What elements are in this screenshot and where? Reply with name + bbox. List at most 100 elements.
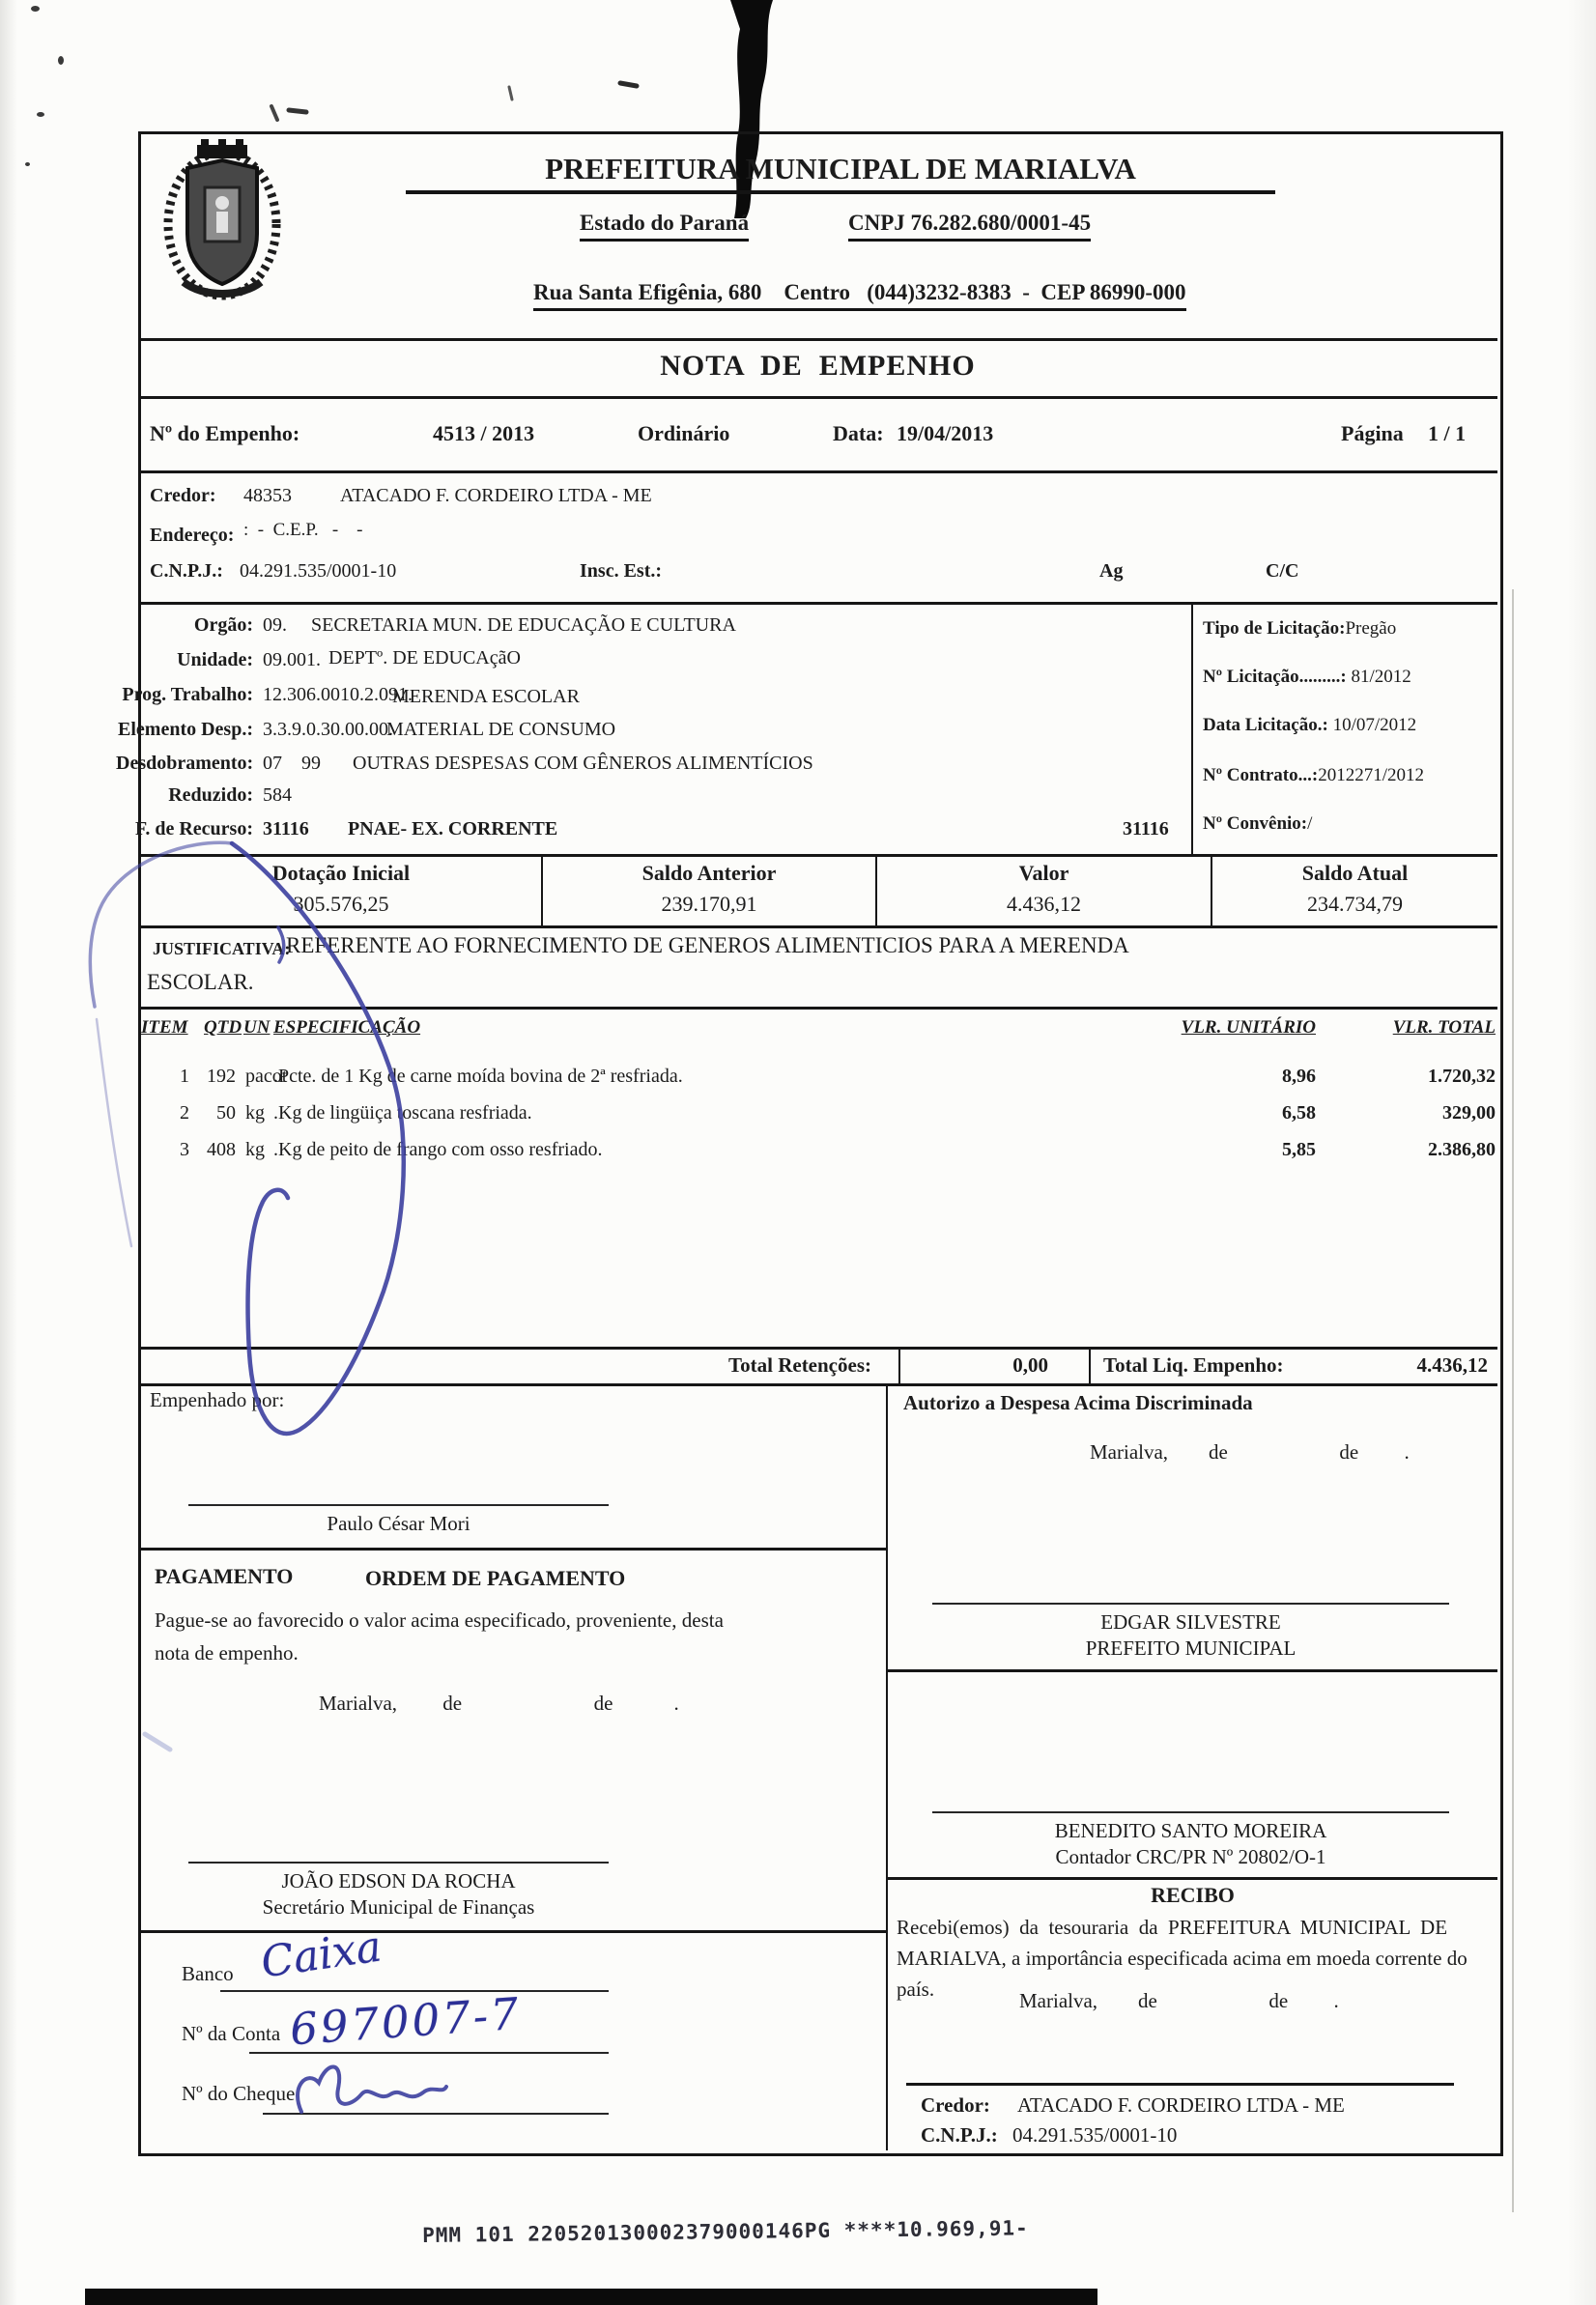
autorizo-title: Autorizo a Despesa Acima Discriminada xyxy=(903,1391,1253,1414)
endereco-label: Endereço: xyxy=(150,525,235,546)
dotacao-inicial-valor: 305.576,25 xyxy=(293,892,389,916)
prog-trabalho-code: 12.306.0010.2.091. xyxy=(263,684,413,705)
num-licitacao-label: Nº Licitação.........: xyxy=(1203,667,1347,687)
empenho-date-label: Data: xyxy=(833,421,884,445)
recibo-date-line: Marialva, de de . xyxy=(1019,1989,1339,2012)
divider xyxy=(138,1930,886,1933)
credor-name: ATACADO F. CORDEIRO LTDA - ME xyxy=(340,485,652,506)
divider xyxy=(906,2083,1454,2086)
signer4-role: Contador CRC/PR Nº 20802/O-1 xyxy=(1055,1845,1326,1868)
empenho-number-label: Nº do Empenho: xyxy=(150,421,300,445)
divider xyxy=(138,602,1497,605)
total-retencoes-label: Total Retenções: xyxy=(728,1353,871,1377)
signature-line xyxy=(932,1811,1449,1813)
saldo-atual-valor: 234.734,79 xyxy=(1307,892,1403,916)
dust-spot xyxy=(31,6,40,12)
tipo-licitacao-value: Pregão xyxy=(1345,618,1397,639)
item-row-espec: .Pcte. de 1 Kg de carne moída bovina de … xyxy=(273,1066,683,1087)
item-row-num: 3 xyxy=(180,1139,189,1160)
recibo-credor-value: ATACADO F. CORDEIRO LTDA - ME xyxy=(1017,2093,1345,2117)
num-convenio-label: Nº Convênio: xyxy=(1203,813,1308,834)
signer1-name: Paulo César Mori xyxy=(327,1512,470,1535)
data-licitacao-label: Data Licitação.: xyxy=(1203,715,1328,735)
justificativa-linha1: REFERENTE AO FORNECIMENTO DE GENEROS ALI… xyxy=(286,933,1129,957)
agencia-label: Ag xyxy=(1099,560,1124,582)
items-header-item: ITEM xyxy=(141,1017,188,1038)
unidade-code: 09.001. xyxy=(263,649,321,670)
conta-label: Nº da Conta xyxy=(182,2022,281,2045)
num-contrato-row: Nº Contrato...:2012271/2012 xyxy=(1203,765,1424,785)
dotacao-inicial-header: Dotação Inicial xyxy=(271,861,411,885)
totals-divider xyxy=(898,1350,900,1383)
dust-spot xyxy=(37,112,44,117)
valor-valor: 4.436,12 xyxy=(1007,892,1081,916)
desdobramento-label: Desdobramento: xyxy=(116,753,254,774)
divider xyxy=(888,1877,1497,1880)
data-licitacao-value: 10/07/2012 xyxy=(1332,715,1417,735)
bottom-column-divider xyxy=(886,1386,888,2150)
signer2-role: Secretário Municipal de Finanças xyxy=(262,1895,535,1919)
elemento-desp-desc: MATERIAL DE CONSUMO xyxy=(386,719,616,740)
cheque-fill-line xyxy=(263,2113,609,2115)
nota-de-empenho-form xyxy=(138,131,1503,2156)
page-indicator-label: Página xyxy=(1341,421,1404,445)
fonte-recurso-desc: PNAE- EX. CORRENTE xyxy=(348,818,558,839)
header-title: PREFEITURA MUNICIPAL DE MARIALVA xyxy=(406,152,1275,194)
valor-header: Valor xyxy=(1018,861,1069,885)
document-title: NOTA DE EMPENHO xyxy=(660,350,976,382)
signature-line xyxy=(188,1504,609,1506)
conta-corrente-label: C/C xyxy=(1266,560,1299,582)
empenho-type: Ordinário xyxy=(638,421,730,445)
item-row-vlr-unit: 6,58 xyxy=(1282,1102,1316,1124)
dash-artifact xyxy=(286,107,309,115)
recibo-credor-label: Credor: xyxy=(921,2093,990,2117)
reduzido-code: 584 xyxy=(263,784,292,806)
dotacao-divider xyxy=(541,857,543,925)
item-row-qtd: 408 xyxy=(207,1139,236,1160)
total-retencoes-valor: 0,00 xyxy=(1012,1353,1048,1377)
num-contrato-value: 2012271/2012 xyxy=(1318,765,1424,785)
data-licitacao-row: Data Licitação.: 10/07/2012 xyxy=(1203,715,1416,735)
pague-se-text-line2: nota de empenho. xyxy=(155,1641,299,1665)
dotacao-divider xyxy=(1211,857,1212,925)
bottom-scan-bar xyxy=(85,2289,1097,2305)
item-row-num: 2 xyxy=(180,1102,189,1124)
credor-code: 48353 xyxy=(243,485,292,506)
total-liq-valor: 4.436,12 xyxy=(1416,1353,1489,1377)
banco-fill-line xyxy=(220,1990,609,1992)
orgao-label: Orgão: xyxy=(193,614,253,636)
justificativa-label: JUSTIFICATIVA: xyxy=(153,939,291,958)
pagamento-date-line: Marialva, de de . xyxy=(319,1692,679,1715)
tipo-licitacao-label: Tipo de Licitação: xyxy=(1203,618,1346,639)
items-header-un: UN xyxy=(243,1017,271,1038)
prog-trabalho-desc: MERENDA ESCOLAR xyxy=(392,686,580,707)
divider xyxy=(138,470,1497,473)
recibo-title: RECIBO xyxy=(1151,1883,1235,1907)
saldo-atual-header: Saldo Atual xyxy=(1301,861,1409,885)
dotacao-divider xyxy=(875,857,877,925)
endereco-value: : - C.E.P. - - xyxy=(243,520,363,540)
desdobramento-desc: OUTRAS DESPESAS COM GÊNEROS ALIMENTÍCIOS xyxy=(353,753,813,774)
header-estado: Estado do Paraná xyxy=(580,211,750,242)
recibo-cnpj-value: 04.291.535/0001-10 xyxy=(1012,2123,1178,2147)
divider xyxy=(138,396,1497,399)
saldo-anterior-header: Saldo Anterior xyxy=(641,861,777,885)
divider xyxy=(138,1548,886,1551)
cheque-label: Nº do Cheque xyxy=(182,2082,296,2105)
dash-artifact-2 xyxy=(617,80,640,89)
empenhado-por-label: Empenhado por: xyxy=(150,1388,285,1411)
recibo-text-line1: Recebi(emos) da tesouraria da PREFEITURA… xyxy=(897,1916,1448,1939)
item-row-espec: .Kg de lingüiça toscana resfriada. xyxy=(273,1102,532,1124)
items-header-vlr-total: VLR. TOTAL xyxy=(1392,1017,1496,1038)
item-row-vlr-unit: 5,85 xyxy=(1282,1139,1316,1160)
items-header-qtd: QTD xyxy=(204,1017,242,1038)
saldo-anterior-valor: 239.170,91 xyxy=(661,892,757,916)
signer3-name: EDGAR SILVESTRE xyxy=(1100,1610,1281,1634)
page-edge-shadow xyxy=(1512,589,1514,2212)
items-header-especificacao: ESPECIFICAÇÃO xyxy=(273,1017,421,1038)
conta-fill-line xyxy=(249,2052,609,2054)
tick-artifact xyxy=(507,85,514,101)
item-row-espec: .Kg de peito de frango com osso resfriad… xyxy=(273,1139,603,1160)
smudge-artifact xyxy=(270,104,279,122)
